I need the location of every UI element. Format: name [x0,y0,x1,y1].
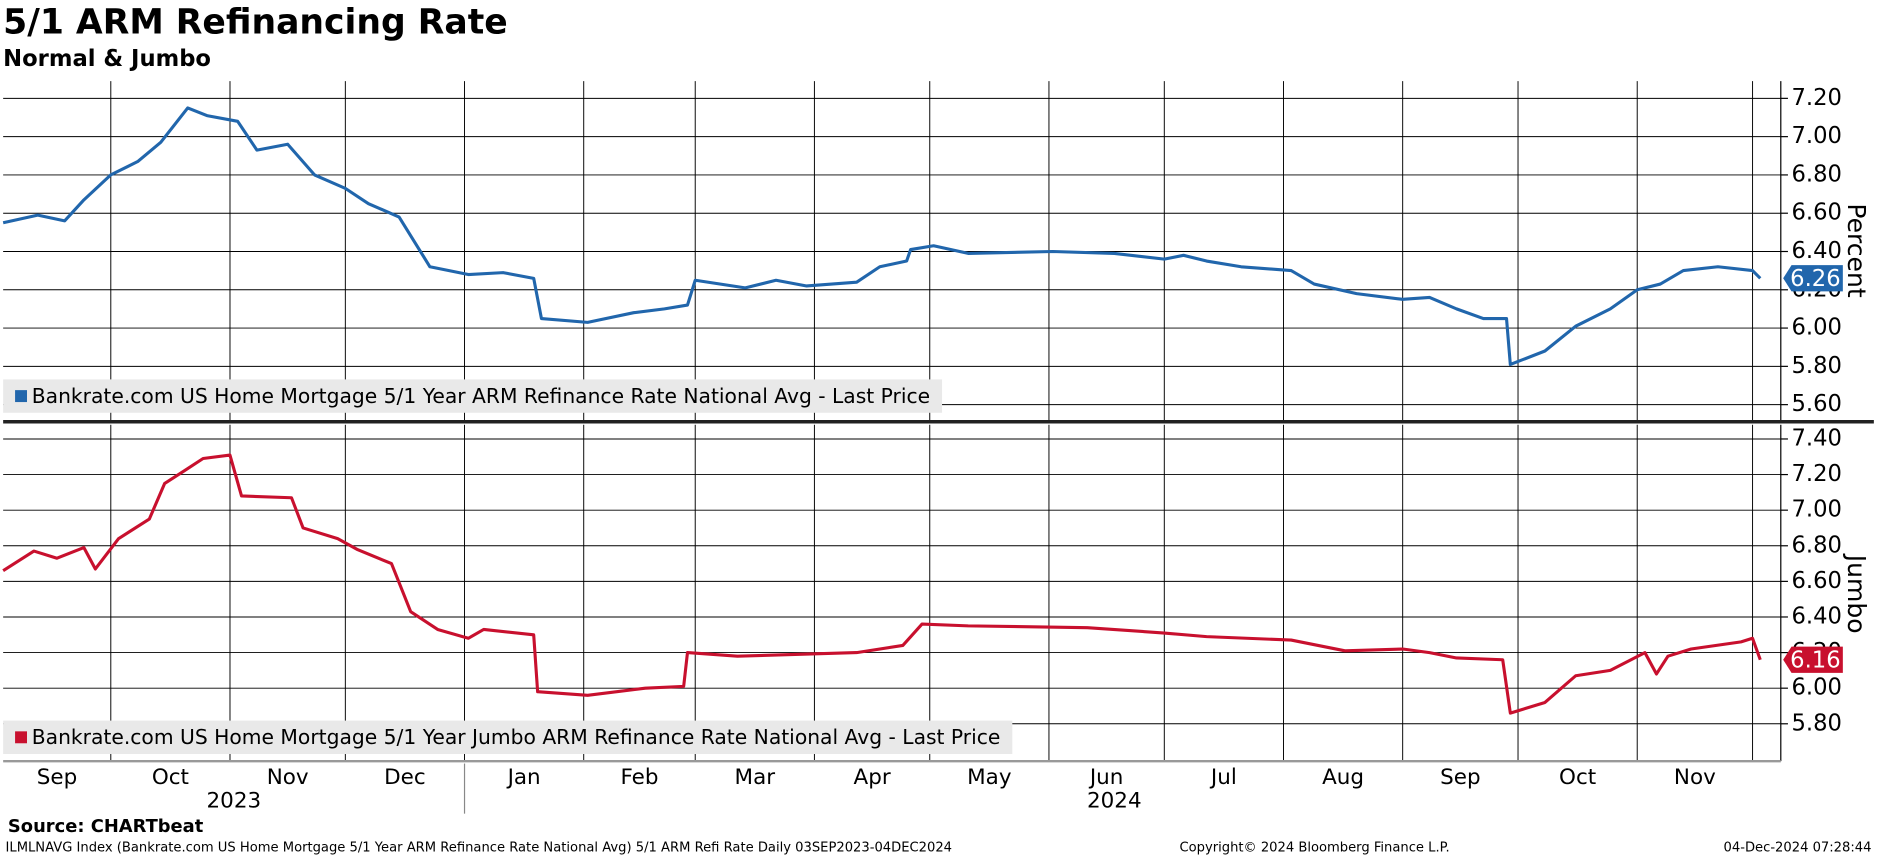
y-tick-label: 5.80 [1792,710,1842,736]
chart-subtitle: Normal & Jumbo [3,46,211,72]
y-tick-label: 6.00 [1792,675,1842,701]
x-tick-label: Oct [1559,765,1596,790]
legend-background [3,720,1013,755]
x-tick-label: Jul [1209,765,1237,790]
last-value-label: 6.26 [1790,266,1840,292]
legend-background [3,379,943,413]
x-tick-label: Nov [1674,765,1716,790]
x-tick-label: Sep [37,765,77,790]
x-tick-label: Aug [1322,765,1364,790]
y-tick-label: 6.00 [1792,315,1842,341]
y-tick-label: 6.40 [1792,238,1842,264]
legend-label: Bankrate.com US Home Mortgage 5/1 Year A… [32,384,930,408]
legend-swatch [15,390,28,403]
last-value-badge [1783,646,1843,673]
y-tick-label: 6.80 [1792,532,1842,558]
footer-copyright: Copyright© 2024 Bloomberg Finance L.P. [1179,841,1449,856]
footer-description: ILMLNAVG Index (Bankrate.com US Home Mor… [6,841,953,856]
x-tick-label: Nov [267,765,309,790]
y-axis-label: Percent [1842,203,1871,297]
y-axis-label: Jumbo [1842,553,1871,634]
y-tick-label: 7.00 [1792,497,1842,523]
x-tick-label: Oct [152,765,189,790]
y-tick-label: 6.40 [1792,603,1842,629]
y-tick-label: 6.80 [1792,161,1842,187]
y-tick-label: 7.20 [1792,461,1842,487]
source: Source: CHARTbeat [8,816,204,837]
chart-title: 5/1 ARM Refinancing Rate [3,2,508,42]
x-tick-label: Dec [384,765,426,790]
y-tick-label: 7.40 [1792,425,1842,451]
y-tick-label: 7.20 [1792,85,1842,111]
last-value-badge [1783,265,1843,292]
x-tick-label: Jan [506,765,541,790]
x-tick-label: Feb [620,765,658,790]
y-tick-label: 6.60 [1792,200,1842,226]
x-tick-label: Apr [854,765,891,790]
line [2,106,1762,367]
x-tick-label: May [967,765,1012,790]
last-value-label: 6.16 [1790,647,1840,673]
y-tick-label: 6.60 [1792,568,1842,594]
line [2,453,1762,715]
x-tick-label: Jun [1088,765,1124,790]
x-tick-label: Sep [1440,765,1480,790]
y-tick-label: 7.00 [1792,123,1842,149]
legend-swatch [15,731,28,744]
year-label: 2023 [207,789,262,814]
footer-timestamp: 04-Dec-2024 07:28:44 [1724,841,1872,856]
y-tick-label: 5.80 [1792,353,1842,379]
year-label: 2024 [1087,789,1142,814]
y-tick-label: 5.60 [1792,391,1842,417]
x-tick-label: Mar [735,765,776,790]
legend-label: Bankrate.com US Home Mortgage 5/1 Year J… [32,725,1001,749]
